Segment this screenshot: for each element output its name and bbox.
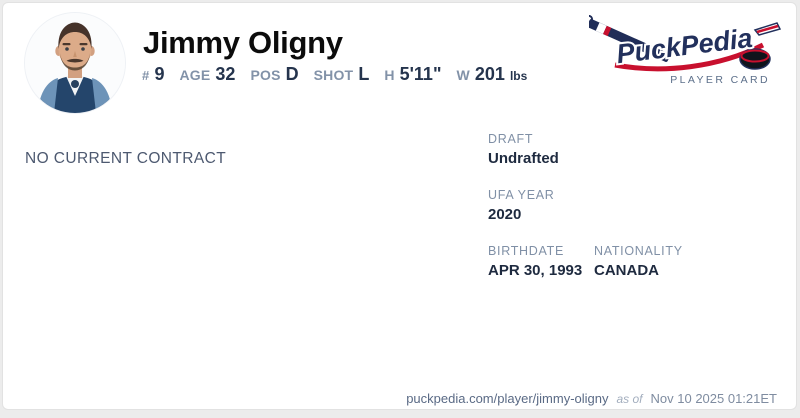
stat-shot-value: L <box>358 64 370 84</box>
detail-nationality: NATIONALITY CANADA <box>594 244 683 279</box>
player-name: Jimmy Oligny <box>143 25 343 60</box>
contract-status: NO CURRENT CONTRACT <box>25 150 227 167</box>
birthdate-label: BIRTHDATE <box>488 244 564 258</box>
stat-weight: W 201 lbs <box>456 64 527 85</box>
snapshot-timestamp: Nov 10 2025 01:21ET <box>650 391 777 406</box>
draft-value: Undrafted <box>488 150 559 167</box>
as-of-label: as of <box>616 392 643 406</box>
puck-icon <box>739 48 771 70</box>
stat-position-label: POS <box>250 67 281 83</box>
player-card: Jimmy Oligny # 9 AGE 32 POS D SHOT L H 5… <box>2 2 797 410</box>
puckpedia-logo: PuckPedia <box>589 15 781 72</box>
stat-height-label: H <box>384 67 395 83</box>
stat-age-label: AGE <box>179 67 211 83</box>
card-footer: puckpedia.com/player/jimmy-oligny as of … <box>406 391 777 406</box>
detail-row-ufa-year: UFA YEAR 2020 <box>488 188 788 223</box>
ufa-year-value: 2020 <box>488 206 522 223</box>
stat-weight-unit: lbs <box>509 69 528 83</box>
stat-weight-label: W <box>456 67 470 83</box>
stat-shot: SHOT L <box>314 64 370 85</box>
stat-number-label: # <box>142 68 150 83</box>
player-card-tagline: PLAYER CARD <box>670 74 770 86</box>
stat-weight-value: 201 <box>474 64 505 84</box>
puckpedia-logo-text: PuckPedia <box>615 23 754 69</box>
nationality-value: CANADA <box>594 262 659 279</box>
detail-ufa-year: UFA YEAR 2020 <box>488 188 555 223</box>
player-stats-row: # 9 AGE 32 POS D SHOT L H 5'11" W 201 lb… <box>142 64 527 85</box>
player-photo-illustration <box>25 13 125 113</box>
stat-position: POS D <box>250 64 298 85</box>
detail-birthdate: BIRTHDATE APR 30, 1993 <box>488 244 594 279</box>
stat-number-value: 9 <box>154 64 165 84</box>
stat-height-value: 5'11" <box>399 64 442 84</box>
stat-shot-label: SHOT <box>313 67 354 83</box>
stat-age: AGE 32 <box>179 64 235 85</box>
player-page-url[interactable]: puckpedia.com/player/jimmy-oligny <box>406 391 609 406</box>
stat-height: H 5'11" <box>384 64 441 85</box>
stat-position-value: D <box>285 64 299 84</box>
draft-label: DRAFT <box>488 132 534 146</box>
ufa-year-label: UFA YEAR <box>488 188 555 202</box>
stat-age-value: 32 <box>215 64 236 84</box>
birthdate-value: APR 30, 1993 <box>488 262 583 279</box>
player-avatar <box>25 13 125 113</box>
detail-draft: DRAFT Undrafted <box>488 132 559 167</box>
player-details: DRAFT Undrafted UFA YEAR 2020 BIRTHDATE … <box>488 132 788 300</box>
detail-row-draft: DRAFT Undrafted <box>488 132 788 167</box>
stat-number: # 9 <box>142 64 164 85</box>
hockey-stick-icon <box>589 15 671 62</box>
nationality-label: NATIONALITY <box>594 244 683 258</box>
detail-row-birth-nationality: BIRTHDATE APR 30, 1993 NATIONALITY CANAD… <box>488 244 788 279</box>
